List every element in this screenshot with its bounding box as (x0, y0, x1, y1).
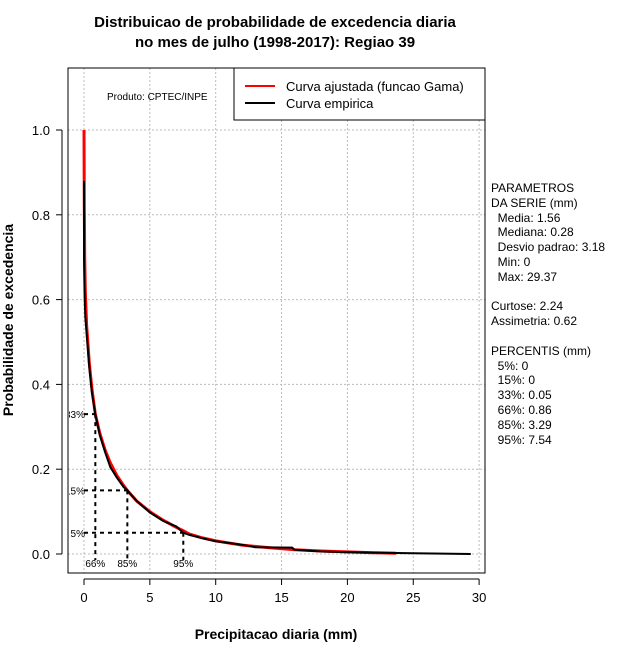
x-tick-label: 30 (472, 590, 486, 605)
y-axis-label: Probabilidade de excedencia (0, 224, 16, 416)
product-note: Produto: CPTEC/INPE (107, 92, 208, 103)
percentile-x-label: 85% (117, 559, 137, 570)
legend-label: Curva empirica (286, 96, 374, 111)
x-axis-label: Precipitacao diaria (mm) (195, 626, 358, 642)
percentile-y-label: 5% (71, 529, 86, 540)
y-tick-label: 0.0 (32, 547, 50, 562)
chart-title: no mes de julho (1998-2017): Regiao 39 (135, 34, 415, 51)
series-statistics: PARAMETROS DA SERIE (mm) Media: 1.56 Med… (491, 181, 606, 447)
chart-title: Distribuicao de probabilidade de exceden… (94, 14, 456, 31)
y-tick-label: 1.0 (32, 123, 50, 138)
percentile-y-label: 15% (65, 486, 85, 497)
x-tick-label: 15 (274, 590, 288, 605)
x-tick-label: 5 (146, 590, 153, 605)
percentile-y-label: 33% (65, 410, 85, 421)
legend-label: Curva ajustada (funcao Gama) (286, 79, 464, 94)
y-tick-label: 0.4 (32, 377, 50, 392)
x-tick-label: 25 (406, 590, 420, 605)
x-tick-label: 20 (340, 590, 354, 605)
legend-box (233, 67, 486, 121)
percentile-x-label: 95% (173, 559, 193, 570)
percentile-x-label: 66% (85, 559, 105, 570)
y-tick-label: 0.6 (32, 293, 50, 308)
y-tick-label: 0.8 (32, 208, 50, 223)
x-tick-label: 0 (80, 590, 87, 605)
series-line-empirical (83, 180, 471, 555)
series-line-fitted (82, 129, 397, 555)
y-tick-label: 0.2 (32, 462, 50, 477)
x-tick-label: 10 (208, 590, 222, 605)
plot-frame (67, 67, 486, 574)
